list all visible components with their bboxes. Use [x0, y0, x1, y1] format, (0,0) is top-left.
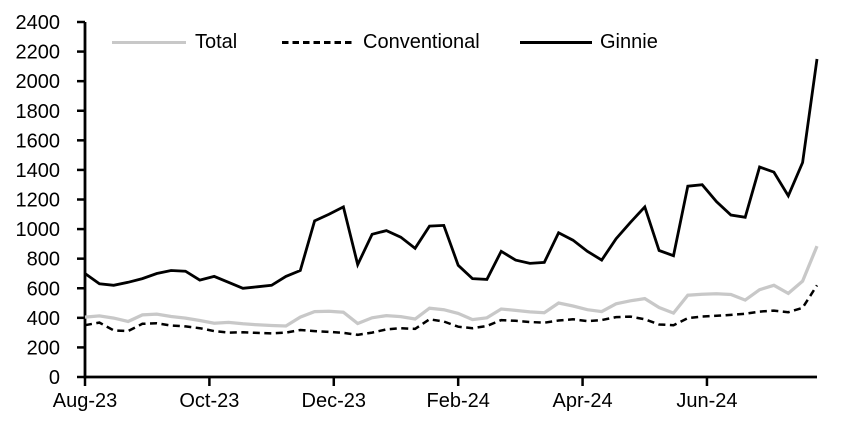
y-tick-label: 400 — [27, 308, 60, 330]
x-tick-label: Apr-24 — [553, 390, 613, 412]
x-tick-label: Aug-23 — [53, 390, 118, 412]
x-tick-label: Jun-24 — [676, 390, 737, 412]
series-line-conventional — [84, 284, 819, 337]
x-tick-label: Dec-23 — [302, 390, 366, 412]
y-tick-label: 0 — [49, 367, 60, 389]
series-line-total — [84, 245, 819, 328]
y-tick-label: 800 — [27, 249, 60, 271]
y-tick-label: 1200 — [16, 190, 61, 212]
y-tick-label: 2200 — [16, 42, 61, 64]
y-tick-label: 200 — [27, 337, 60, 359]
y-tick-label: 2400 — [16, 12, 61, 34]
y-tick-label: 1800 — [16, 101, 61, 123]
x-tick-label: Feb-24 — [426, 390, 489, 412]
y-tick-label: 1600 — [16, 130, 61, 152]
series-line-ginnie — [84, 58, 819, 290]
y-tick-label: 2000 — [16, 71, 61, 93]
y-tick-label: 1400 — [16, 160, 61, 182]
y-tick-label: 1000 — [16, 219, 61, 241]
x-tick-label: Oct-23 — [179, 390, 239, 412]
y-tick-label: 600 — [27, 278, 60, 300]
